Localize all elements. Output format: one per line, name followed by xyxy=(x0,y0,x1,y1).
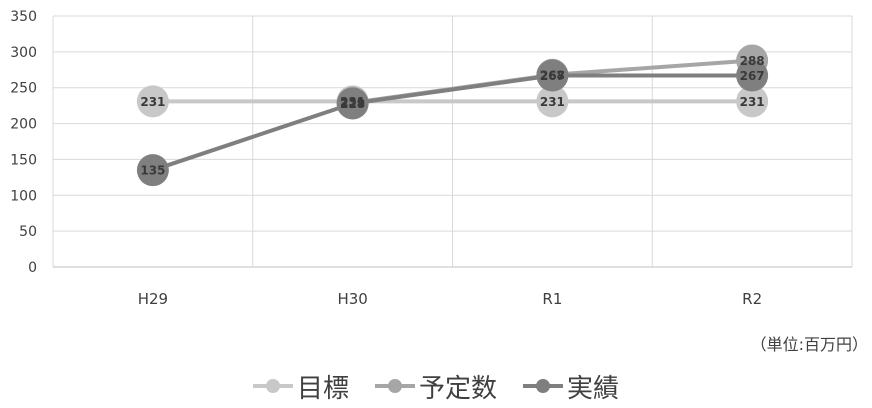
data-point xyxy=(536,85,569,118)
data-label: 288 xyxy=(740,54,765,68)
x-tick-label: H30 xyxy=(337,290,367,308)
legend-swatch xyxy=(523,379,563,393)
legend-item: 予定数 xyxy=(374,368,497,405)
data-label: 268 xyxy=(540,68,565,82)
data-point xyxy=(136,154,169,187)
legend-label: 目標 xyxy=(296,373,349,404)
x-tick-label: R2 xyxy=(742,290,762,308)
data-point xyxy=(736,59,769,92)
data-label: 231 xyxy=(540,95,565,109)
legend-label: 実績 xyxy=(567,373,620,404)
data-point xyxy=(536,59,569,92)
gridlines xyxy=(52,15,853,268)
y-tick-label: 0 xyxy=(28,260,37,276)
data-label: 228 xyxy=(340,97,365,111)
x-axis-ticks: H29 H30 R1 R2 xyxy=(138,290,762,308)
y-tick-label: 50 xyxy=(19,224,37,240)
legend-swatch xyxy=(374,379,415,393)
data-label: 267 xyxy=(740,69,765,83)
y-tick-label: 350 xyxy=(10,9,37,25)
y-tick-label: 250 xyxy=(10,81,37,97)
x-tick-label: R1 xyxy=(542,290,562,308)
data-label: 231 xyxy=(740,95,765,109)
series-line xyxy=(152,73,753,173)
data-label: 231 xyxy=(340,95,365,109)
legend-swatch xyxy=(252,379,293,393)
legend-item: 目標 xyxy=(252,368,349,405)
legend-item: 実績 xyxy=(523,368,619,405)
series-group xyxy=(136,44,769,187)
data-point xyxy=(336,87,369,120)
y-axis-ticks: 0 50 100 150 200 250 300 350 xyxy=(10,9,37,276)
unit-note: （単位:百万円） xyxy=(750,335,868,354)
data-label: 135 xyxy=(140,164,165,178)
y-tick-label: 200 xyxy=(10,117,37,133)
data-label: 229 xyxy=(340,96,365,110)
data-point xyxy=(736,85,769,118)
y-tick-label: 150 xyxy=(10,152,37,168)
data-point xyxy=(136,85,169,118)
y-tick-label: 300 xyxy=(10,45,37,61)
y-tick-label: 100 xyxy=(10,188,37,204)
legend: 目標 予定数 実績 xyxy=(0,366,872,406)
data-label: 267 xyxy=(540,69,565,83)
legend-label: 予定数 xyxy=(418,373,497,404)
x-tick-label: H29 xyxy=(138,290,168,308)
data-label: 231 xyxy=(140,95,165,109)
